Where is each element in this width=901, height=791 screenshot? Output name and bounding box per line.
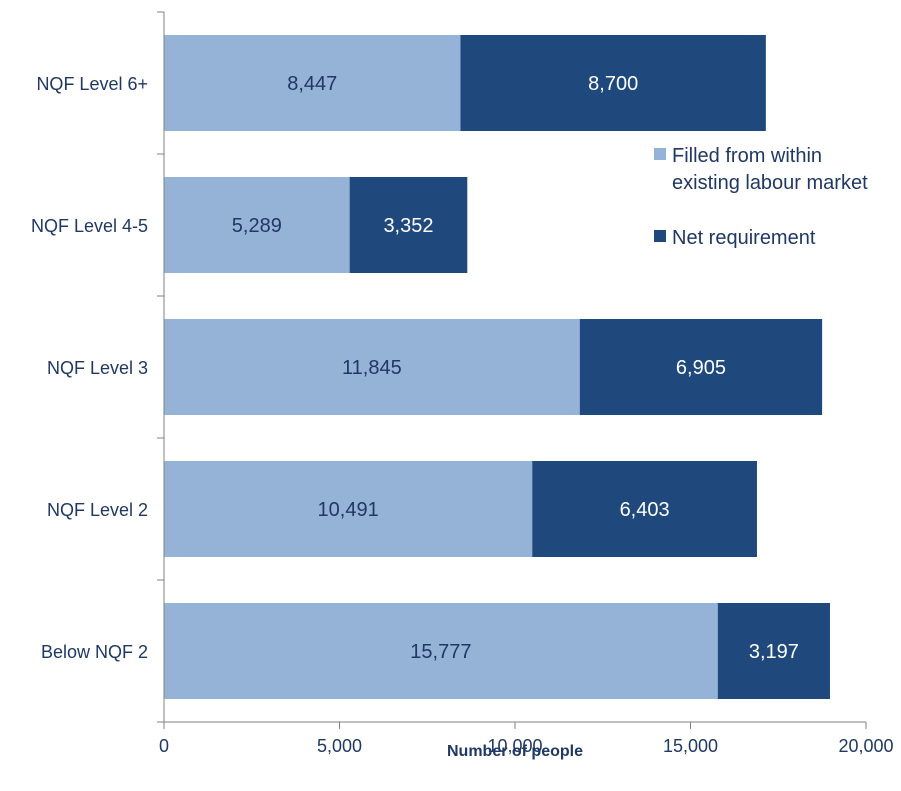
- x-tick-label-15000: 15,000: [663, 736, 718, 756]
- bar-nqf-level-4-5-series-2: [349, 177, 468, 273]
- category-label-nqf-level-2: NQF Level 2: [47, 500, 148, 520]
- data-label-below-nqf-2-series-1: 15,777: [410, 641, 471, 663]
- legend-label-series-1: Filled from within: [672, 145, 822, 167]
- bar-nqf-level-6-series-2: [460, 35, 766, 131]
- bar-below-nqf-2-series-1: [164, 603, 718, 699]
- legend: Filled from within existing labour market…: [654, 145, 868, 249]
- data-label-nqf-level-4-5-series-2: 3,352: [383, 215, 433, 237]
- category-label-nqf-level-6: NQF Level 6+: [36, 74, 148, 94]
- x-tick-label-20000: 20,000: [838, 736, 893, 756]
- bar-nqf-level-3-series-2: [579, 319, 823, 415]
- category-label-nqf-level-3: NQF Level 3: [47, 358, 148, 378]
- legend-label-series-1: existing labour market: [672, 172, 868, 194]
- bar-nqf-level-6-series-1: [164, 35, 461, 131]
- bar-nqf-level-4-5-series-1: [164, 177, 350, 273]
- data-label-below-nqf-2-series-2: 3,197: [749, 641, 799, 663]
- bar-nqf-level-2-series-1: [164, 461, 533, 557]
- bar-below-nqf-2-series-2: [717, 603, 830, 699]
- data-label-nqf-level-6-series-1: 8,447: [287, 73, 337, 95]
- data-label-nqf-level-2-series-1: 10,491: [318, 499, 379, 521]
- legend-label-series-2: Net requirement: [672, 227, 816, 249]
- x-tick-label-5000: 5,000: [317, 736, 362, 756]
- legend-swatch-series-1: [654, 148, 666, 160]
- category-label-nqf-level-4-5: NQF Level 4-5: [31, 216, 148, 236]
- x-axis-title: Number of people: [447, 743, 583, 760]
- data-label-nqf-level-3-series-2: 6,905: [676, 357, 726, 379]
- data-label-nqf-level-4-5-series-1: 5,289: [232, 215, 282, 237]
- bar-nqf-level-3-series-1: [164, 319, 580, 415]
- data-label-nqf-level-6-series-2: 8,700: [588, 73, 638, 95]
- bar-nqf-level-2-series-2: [532, 461, 757, 557]
- data-label-nqf-level-3-series-1: 11,845: [342, 357, 402, 379]
- category-label-below-nqf-2: Below NQF 2: [41, 642, 148, 662]
- bars-layer: 8,447 8,700 5,289 3,352 11,845 6,905 10,491 6,4…: [164, 35, 830, 699]
- data-label-nqf-level-2-series-2: 6,403: [620, 499, 670, 521]
- legend-swatch-series-2: [654, 230, 666, 242]
- x-tick-label-0: 0: [159, 736, 169, 756]
- x-tick-label-10000: 10,000: [487, 736, 542, 756]
- axes-layer: NQF Level 6+ NQF Level 4-5 NQF Level 3 NQF …: [31, 11, 894, 756]
